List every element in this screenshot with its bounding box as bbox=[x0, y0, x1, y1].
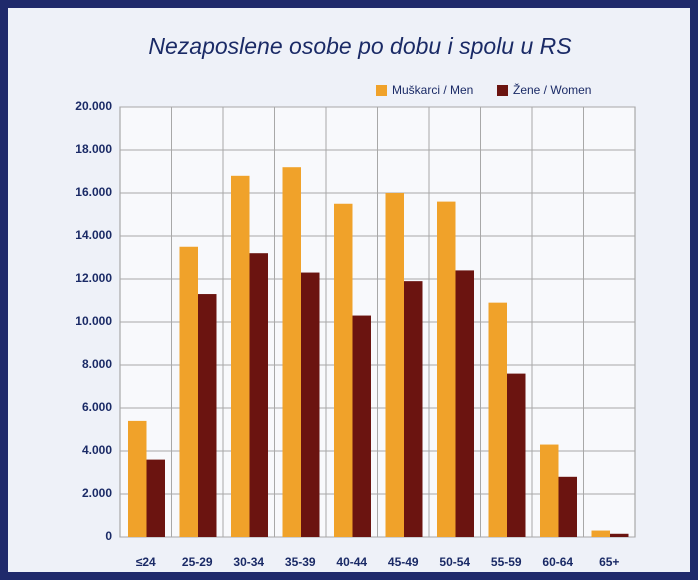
bar bbox=[249, 253, 268, 537]
legend-swatch bbox=[497, 85, 508, 96]
x-tick-label: 50-54 bbox=[439, 555, 470, 569]
bar bbox=[198, 294, 217, 537]
y-tick-label: 12.000 bbox=[75, 271, 112, 285]
x-tick-label: 65+ bbox=[599, 555, 619, 569]
y-tick-label: 10.000 bbox=[75, 314, 112, 328]
legend-swatch bbox=[376, 85, 387, 96]
chart-title: Nezaposlene osobe po dobu i spolu u RS bbox=[148, 33, 572, 59]
bar bbox=[352, 315, 371, 537]
y-tick-label: 20.000 bbox=[75, 99, 112, 113]
x-tick-label: 25-29 bbox=[182, 555, 213, 569]
y-tick-label: 18.000 bbox=[75, 142, 112, 156]
bar bbox=[437, 201, 456, 537]
x-tick-label: 40-44 bbox=[336, 555, 367, 569]
bar bbox=[507, 373, 526, 537]
y-tick-label: 14.000 bbox=[75, 228, 112, 242]
bar bbox=[334, 203, 353, 537]
bar bbox=[558, 476, 577, 537]
bar bbox=[179, 246, 198, 537]
bar bbox=[404, 281, 423, 537]
bar bbox=[282, 167, 301, 537]
y-tick-label: 16.000 bbox=[75, 185, 112, 199]
x-tick-label: ≤24 bbox=[136, 555, 156, 569]
bar bbox=[128, 420, 147, 537]
y-tick-label: 0 bbox=[105, 529, 112, 543]
bar bbox=[540, 444, 559, 537]
legend-label: Muškarci / Men bbox=[392, 83, 473, 97]
bar bbox=[488, 302, 507, 537]
x-tick-label: 35-39 bbox=[285, 555, 316, 569]
bar bbox=[610, 533, 629, 537]
x-tick-label: 30-34 bbox=[233, 555, 264, 569]
x-tick-label: 55-59 bbox=[491, 555, 522, 569]
x-tick-label: 45-49 bbox=[388, 555, 419, 569]
y-tick-label: 4.000 bbox=[82, 443, 112, 457]
y-tick-label: 8.000 bbox=[82, 357, 112, 371]
bar bbox=[146, 459, 165, 537]
legend-label: Žene / Women bbox=[513, 82, 591, 97]
bar bbox=[231, 175, 250, 538]
bar bbox=[455, 270, 474, 537]
bar bbox=[301, 272, 320, 537]
bar bbox=[591, 530, 610, 537]
bar bbox=[385, 193, 404, 537]
y-tick-label: 6.000 bbox=[82, 400, 112, 414]
x-tick-label: 60-64 bbox=[542, 555, 573, 569]
y-tick-label: 2.000 bbox=[82, 486, 112, 500]
